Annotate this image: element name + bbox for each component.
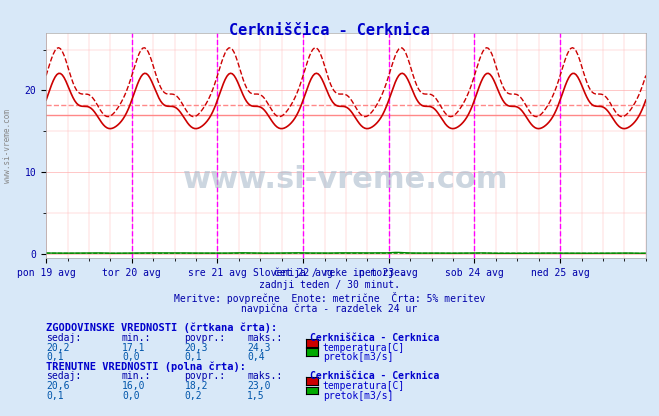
Text: 0,1: 0,1 [46,391,64,401]
Text: www.si-vreme.com: www.si-vreme.com [3,109,13,183]
Text: povpr.:: povpr.: [185,371,225,381]
Text: Meritve: povprečne  Enote: metrične  Črta: 5% meritev: Meritve: povprečne Enote: metrične Črta:… [174,292,485,304]
Text: 20,2: 20,2 [46,343,70,353]
Text: 18,2: 18,2 [185,381,208,391]
Text: 0,1: 0,1 [46,352,64,362]
Text: navpična črta - razdelek 24 ur: navpična črta - razdelek 24 ur [241,303,418,314]
Text: www.si-vreme.com: www.si-vreme.com [183,165,509,194]
Text: 20,6: 20,6 [46,381,70,391]
Text: 23,0: 23,0 [247,381,271,391]
Text: TRENUTNE VREDNOSTI (polna črta):: TRENUTNE VREDNOSTI (polna črta): [46,361,246,371]
Text: min.:: min.: [122,333,152,343]
Text: min.:: min.: [122,371,152,381]
Text: temperatura[C]: temperatura[C] [323,381,405,391]
Text: sedaj:: sedaj: [46,333,81,343]
Text: 0,0: 0,0 [122,352,140,362]
Text: 17,1: 17,1 [122,343,146,353]
Text: maks.:: maks.: [247,333,282,343]
Text: Cerkniščica - Cerknica: Cerkniščica - Cerknica [310,371,439,381]
Text: povpr.:: povpr.: [185,333,225,343]
Text: pretok[m3/s]: pretok[m3/s] [323,352,393,362]
Text: 0,1: 0,1 [185,352,202,362]
Text: 1,5: 1,5 [247,391,265,401]
Text: Cerkniščica - Cerknica: Cerkniščica - Cerknica [229,23,430,38]
Text: Slovenija / reke in morje.: Slovenija / reke in morje. [253,268,406,278]
Text: 0,2: 0,2 [185,391,202,401]
Text: 24,3: 24,3 [247,343,271,353]
Text: 0,4: 0,4 [247,352,265,362]
Text: Cerkniščica - Cerknica: Cerkniščica - Cerknica [310,333,439,343]
Text: 0,0: 0,0 [122,391,140,401]
Text: sedaj:: sedaj: [46,371,81,381]
Text: ZGODOVINSKE VREDNOSTI (črtkana črta):: ZGODOVINSKE VREDNOSTI (črtkana črta): [46,322,277,333]
Text: 20,3: 20,3 [185,343,208,353]
Text: maks.:: maks.: [247,371,282,381]
Text: temperatura[C]: temperatura[C] [323,343,405,353]
Text: zadnji teden / 30 minut.: zadnji teden / 30 minut. [259,280,400,290]
Text: 16,0: 16,0 [122,381,146,391]
Text: pretok[m3/s]: pretok[m3/s] [323,391,393,401]
